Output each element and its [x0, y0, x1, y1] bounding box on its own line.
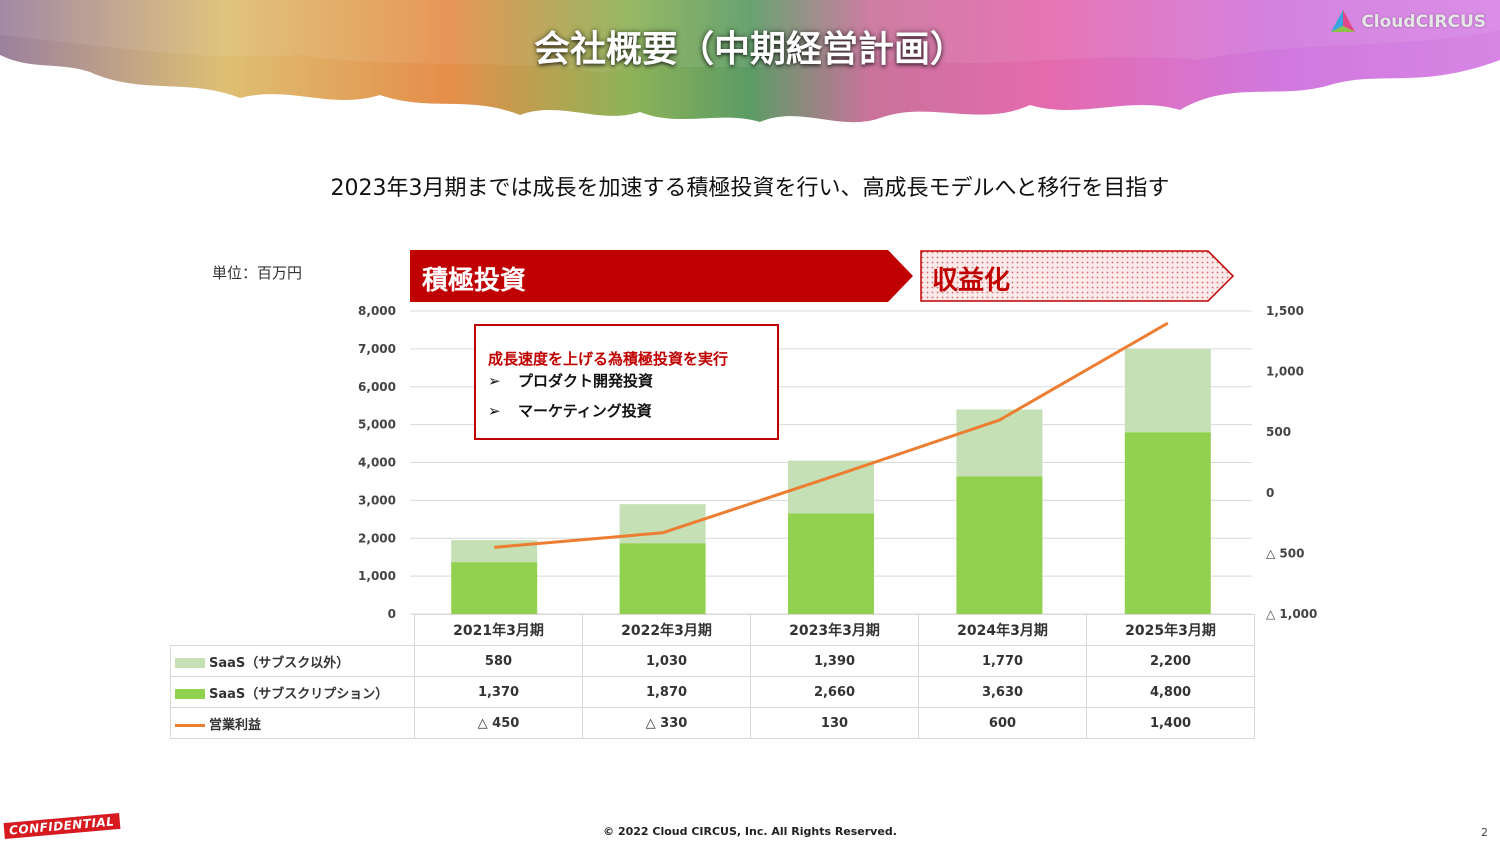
page-number: 2: [1481, 826, 1488, 839]
y-left-tick-label: 6,000: [358, 380, 396, 394]
table-cell: 1,390: [750, 645, 919, 677]
investment-callout: 成長速度を上げる為積極投資を実行 ➢ プロダクト開発投資 ➢ マーケティング投資: [474, 324, 779, 440]
table-header-cell: 2025年3月期: [1086, 614, 1255, 646]
y-right-tick-label: 1,000: [1266, 365, 1304, 379]
table-cell: △ 450: [414, 707, 583, 739]
table-cell: 2,660: [750, 676, 919, 708]
table-header-cell: 2021年3月期: [414, 614, 583, 646]
legend-label: SaaS（サブスクリプション）: [209, 686, 389, 702]
y-left-tick-label: 5,000: [358, 418, 396, 432]
y-left-tick-label: 7,000: [358, 342, 396, 356]
table-header-cell: 2024年3月期: [918, 614, 1087, 646]
table-header-row: 2021年3月期 2022年3月期 2023年3月期 2024年3月期 2025…: [171, 614, 1255, 646]
table-row-label: SaaS（サブスク以外）: [170, 645, 415, 677]
table-cell: 1,770: [918, 645, 1087, 677]
table-cell: 3,630: [918, 676, 1087, 708]
slide-subtitle: 2023年3月期までは成長を加速する積極投資を行い、高成長モデルへと移行を目指す: [330, 176, 1170, 201]
table-cell: 2,200: [1086, 645, 1255, 677]
phase-invest-label: 積極投資: [422, 266, 527, 296]
table-cell: 1,030: [582, 645, 751, 677]
logo-text: CloudCIRCUS: [1361, 12, 1486, 32]
callout-item-text: プロダクト開発投資: [518, 372, 654, 390]
bullet-arrow-icon: ➢: [488, 372, 501, 390]
table-cell: 600: [918, 707, 1087, 739]
table-cell: 130: [750, 707, 919, 739]
y-right-tick-label: △ 500: [1266, 546, 1304, 560]
footer-copyright: © 2022 Cloud CIRCUS, Inc. All Rights Res…: [603, 825, 897, 838]
table-row: 営業利益 △ 450 △ 330 130 600 1,400: [170, 707, 1255, 739]
bar-saas-subscription: [788, 513, 874, 614]
y-left-tick-label: 4,000: [358, 456, 396, 470]
line-operating-profit: [494, 321, 1169, 549]
legend-swatch-saas-other: [175, 658, 205, 668]
bar-saas-subscription: [451, 562, 538, 614]
bullet-arrow-icon: ➢: [488, 402, 501, 420]
brush-stroke-decoration: [0, 0, 1500, 123]
table-row: SaaS（サブスクリプション） 1,370 1,870 2,660 3,630 …: [170, 676, 1255, 708]
table-row-label: 営業利益: [170, 707, 415, 739]
slide-title: 会社概要（中期経営計画）: [533, 29, 966, 70]
table-corner: [171, 615, 415, 646]
callout-item: ➢ マーケティング投資: [488, 400, 652, 421]
table-cell: 1,400: [1086, 707, 1255, 739]
header-banner: 会社概要（中期経営計画） CloudCIRCUS: [0, 0, 1500, 140]
table-cell: △ 330: [582, 707, 751, 739]
table-cell: 4,800: [1086, 676, 1255, 708]
table-header-cell: 2022年3月期: [582, 614, 751, 646]
callout-item-text: マーケティング投資: [518, 402, 652, 420]
callout-item: ➢ プロダクト開発投資: [488, 370, 653, 391]
bar-saas-other: [1124, 348, 1211, 433]
phase-arrow-invest-shape: [410, 250, 913, 302]
legend-label: SaaS（サブスク以外）: [209, 655, 350, 671]
y-left-tick-label: 2,000: [358, 531, 396, 545]
callout-title: 成長速度を上げる為積極投資を実行: [488, 350, 729, 368]
y-right-tick-label: 500: [1266, 425, 1291, 439]
bar-saas-subscription: [1124, 432, 1211, 614]
y-right-tick-label: △ 1,000: [1266, 607, 1317, 621]
y-left-tick-label: 0: [388, 607, 396, 621]
cloudcircus-logo-icon: [1331, 10, 1356, 32]
bar-saas-subscription: [619, 543, 706, 614]
table-cell: 580: [414, 645, 583, 677]
table-row-label: SaaS（サブスクリプション）: [170, 676, 415, 708]
phase-profit-label: 収益化: [932, 266, 1011, 296]
table-cell: 1,370: [414, 676, 583, 708]
legend-label: 営業利益: [209, 717, 262, 733]
y-right-tick-label: 0: [1266, 486, 1274, 500]
legend-swatch-operating-profit: [175, 723, 205, 727]
y-left-tick-label: 8,000: [358, 304, 396, 318]
bar-saas-subscription: [956, 476, 1043, 614]
unit-label: 単位：百万円: [212, 264, 303, 282]
table-header-cell: 2023年3月期: [750, 614, 919, 646]
table-row: SaaS（サブスク以外） 580 1,030 1,390 1,770 2,200: [170, 645, 1255, 677]
phase-arrow-profit: 収益化: [920, 250, 1238, 302]
chart-data-table: 2021年3月期 2022年3月期 2023年3月期 2024年3月期 2025…: [170, 614, 1255, 739]
phase-arrow-invest: 積極投資: [410, 250, 915, 302]
phase-arrow-profit-shape: [920, 250, 1235, 302]
legend-swatch-saas-subscription: [175, 689, 205, 699]
table-cell: 1,870: [582, 676, 751, 708]
y-left-tick-label: 3,000: [358, 493, 396, 507]
logo: CloudCIRCUS: [1329, 8, 1486, 36]
y-right-tick-label: 1,500: [1266, 304, 1304, 318]
y-left-tick-label: 1,000: [358, 569, 396, 583]
